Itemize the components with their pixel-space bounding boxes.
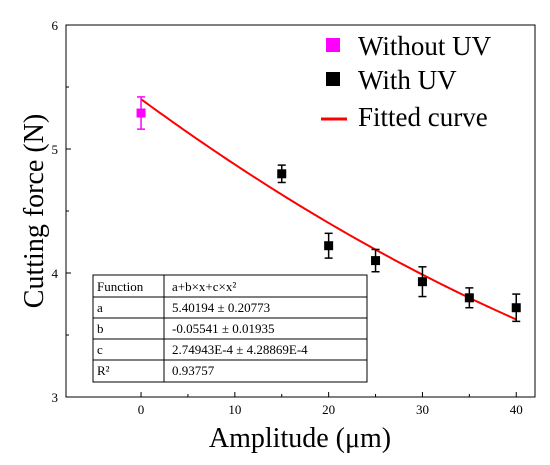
x-tick-label: 0 <box>138 402 145 417</box>
y-tick-label: 5 <box>52 142 59 157</box>
legend-swatch-without-uv <box>326 38 340 52</box>
x-axis-title: Amplitude (μm) <box>209 423 391 454</box>
fit-table-frame <box>92 274 368 383</box>
fit-table-cell: a+b×x+c×x² <box>172 279 236 294</box>
data-point-with-uv <box>371 256 381 266</box>
data-point-with-uv <box>464 293 474 303</box>
y-axis-title: Cutting force (N) <box>19 114 50 308</box>
fit-table-cell: c <box>97 342 103 357</box>
fitted-curve-line <box>140 98 517 321</box>
fit-table-cell: 0.93757 <box>172 363 215 378</box>
legend-swatch-with-uv <box>326 72 340 86</box>
points-layer <box>136 96 521 323</box>
data-point-with-uv <box>324 241 334 251</box>
x-tick-label: 30 <box>416 402 429 417</box>
fit-layer <box>140 98 517 321</box>
fit-table-cell: b <box>97 321 104 336</box>
fit-table: Function a+b×x+c×x² a 5.40194 ± 0.20773 … <box>92 274 368 383</box>
x-tick-label: 20 <box>322 402 335 417</box>
ticks-layer: 0 10 20 30 40 3 4 5 6 <box>52 18 523 417</box>
fit-table-cell: 5.40194 ± 0.20773 <box>172 300 270 315</box>
legend-label-with-uv: With UV <box>358 65 457 95</box>
data-point-with-uv <box>511 303 521 313</box>
x-tick-label: 10 <box>228 402 241 417</box>
data-point-with-uv <box>277 169 287 179</box>
y-tick-label: 6 <box>52 18 59 33</box>
legend-label-without-uv: Without UV <box>358 31 492 61</box>
fit-table-cell: R² <box>97 363 110 378</box>
data-point-without-uv <box>136 108 146 118</box>
legend: Without UV With UV Fitted curve <box>321 31 492 132</box>
legend-label-fitted-curve: Fitted curve <box>358 102 488 132</box>
data-point-with-uv <box>417 277 427 287</box>
y-tick-label: 3 <box>52 390 59 405</box>
fit-table-cell: -0.05541 ± 0.01935 <box>172 321 274 336</box>
y-tick-label: 4 <box>52 266 59 281</box>
x-tick-label: 40 <box>510 402 523 417</box>
fit-table-cell: a <box>97 300 103 315</box>
fit-table-cell: 2.74943E-4 ± 4.28869E-4 <box>172 342 308 357</box>
fit-table-cell: Function <box>97 279 144 294</box>
